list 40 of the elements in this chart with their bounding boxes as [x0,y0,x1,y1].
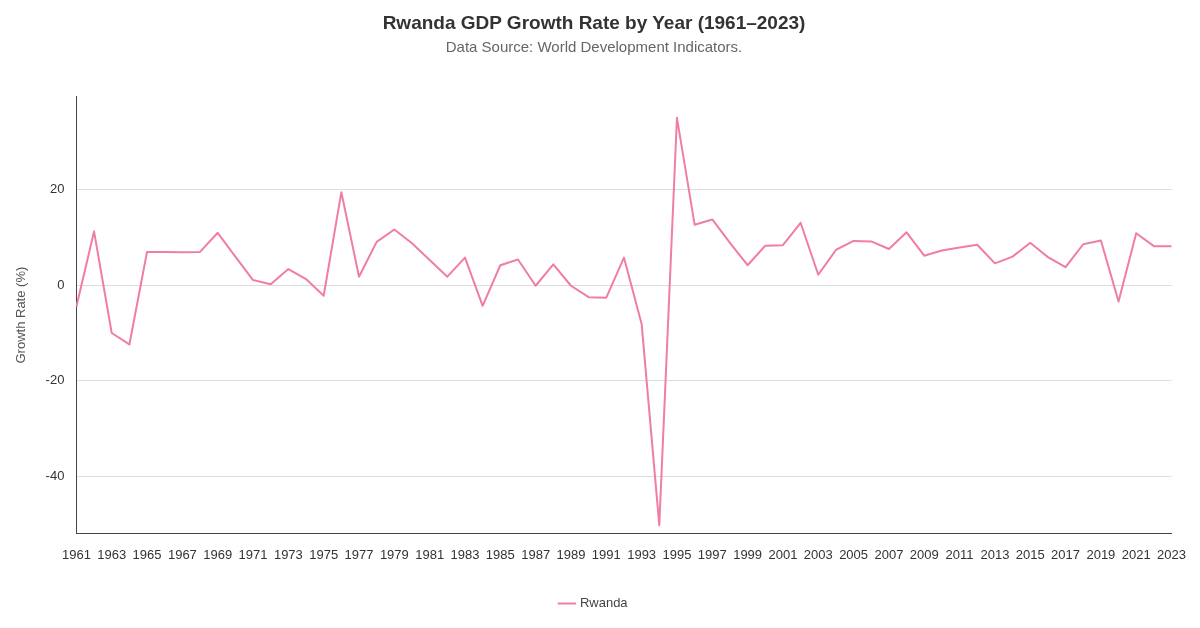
x-tick-label: 1995 [662,546,692,562]
x-tick-label: 1979 [379,546,409,562]
x-tick-label: 1975 [309,546,339,562]
x-tick-label: 2005 [839,546,869,562]
x-tick-label: 1967 [167,546,197,562]
x-tick-label: 1991 [591,546,621,562]
x-tick-label: 1969 [203,546,233,562]
x-tick-label: 1997 [697,546,727,562]
x-tick-label: 2021 [1121,546,1151,562]
x-tick-label: 1999 [733,546,763,562]
x-tick-label: 2023 [1157,546,1186,562]
y-axis-title: Growth Rate (%) [13,266,29,364]
x-tick-label: 1963 [97,546,127,562]
chart-subtitle: Data Source: World Development Indicators. [445,37,743,55]
x-tick-label: 1961 [61,546,91,562]
x-tick-label: 2011 [945,546,974,562]
x-tick-label: 1965 [132,546,162,562]
x-tick-label: 2009 [909,546,939,562]
x-tick-label: 1989 [556,546,586,562]
legend-label: Rwanda [579,595,629,611]
x-tick-label: 2001 [768,546,798,562]
y-tick-label: -40 [45,467,65,483]
y-tick-label: 0 [57,276,65,292]
x-tick-label: 1977 [344,546,374,562]
x-tick-label: 1993 [627,546,657,562]
x-tick-label: 1981 [415,546,445,562]
x-tick-label: 2015 [1015,546,1045,562]
x-tick-label: 1987 [521,546,551,562]
x-tick-label: 1971 [238,546,268,562]
x-tick-label: 2019 [1086,546,1116,562]
x-tick-label: 2017 [1051,546,1081,562]
x-tick-label: 2013 [980,546,1010,562]
x-tick-label: 2003 [803,546,833,562]
x-tick-label: 1973 [273,546,303,562]
y-tick-label: -20 [45,372,65,388]
y-tick-label: 20 [49,181,65,197]
chart-title: Rwanda GDP Growth Rate by Year (1961–2023) [382,11,806,33]
x-tick-label: 2007 [874,546,904,562]
x-tick-label: 1985 [485,546,515,562]
x-tick-label: 1983 [450,546,480,562]
